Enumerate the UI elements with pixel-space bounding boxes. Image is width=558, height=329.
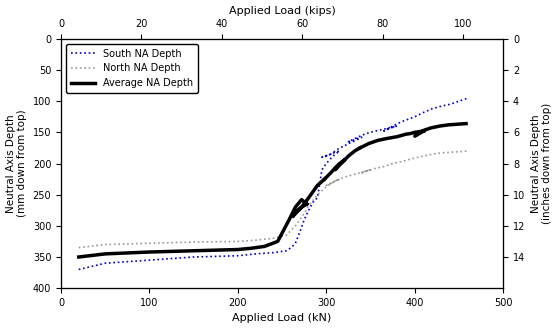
Y-axis label: Neutral Axis Depth
(inches down from top): Neutral Axis Depth (inches down from top…	[531, 103, 552, 224]
X-axis label: Applied Load (kN): Applied Load (kN)	[233, 314, 332, 323]
Y-axis label: Neutral Axis Depth
(mm down from top): Neutral Axis Depth (mm down from top)	[6, 110, 27, 217]
Legend: South NA Depth, North NA Depth, Average NA Depth: South NA Depth, North NA Depth, Average …	[66, 44, 198, 93]
X-axis label: Applied Load (kips): Applied Load (kips)	[229, 6, 335, 15]
